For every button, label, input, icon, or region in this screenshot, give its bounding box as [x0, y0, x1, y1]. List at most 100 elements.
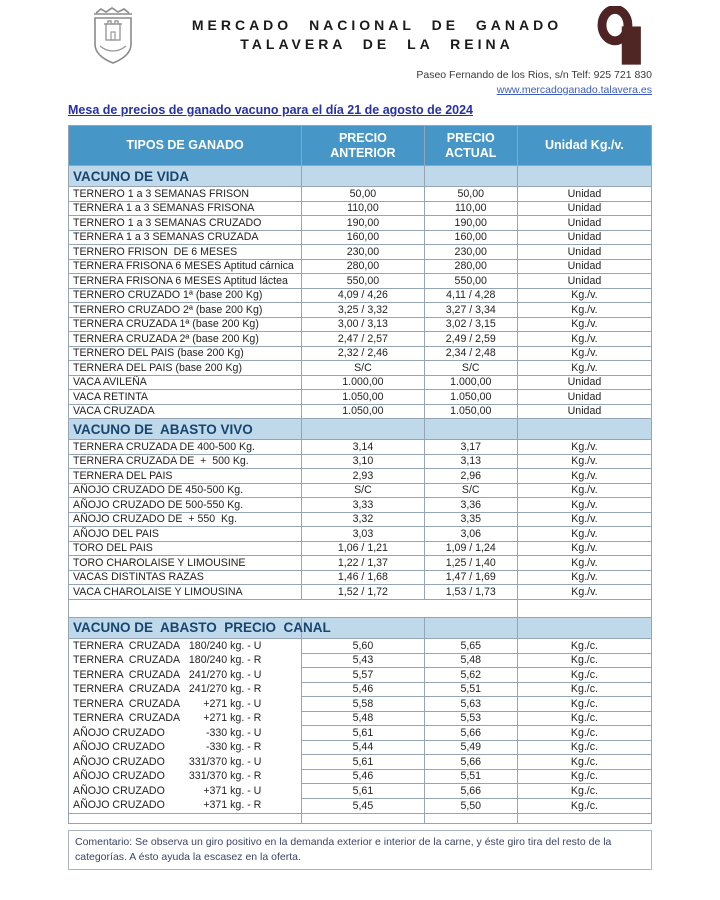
cell-unit: Kg./c.	[516, 637, 653, 654]
cell-curr-price: 1,09 / 1,24	[423, 540, 518, 556]
cell-unit: Unidad	[516, 186, 653, 202]
cell-unit: Kg./v.	[516, 345, 653, 361]
empty-cell	[301, 418, 425, 440]
table-row: VACA CRUZADA 1.050,00 1.050,00 Unidad	[67, 403, 653, 419]
cell-prev-price: 5,61	[301, 783, 425, 799]
cell-animal-type: TORO CHAROLAISE Y LIMOUSINE	[67, 555, 303, 571]
table-row: TERNERA CRUZADA +271 kg. - U 5,58 5,63 Kg…	[69, 696, 653, 712]
cell-prev-price: 1,52 / 1,72	[301, 584, 425, 600]
cell-prev-price: 5,48	[301, 710, 425, 726]
cell-prev-price: 3,03	[301, 526, 425, 542]
cell-curr-price: 5,49	[423, 739, 518, 755]
cell-unit: Kg./c.	[516, 667, 653, 683]
table-row: VACA RETINTA 1.050,00 1.050,00 Unidad	[67, 389, 653, 405]
cell-unit: Kg./v.	[516, 540, 653, 556]
cell-curr-price: 3,35	[423, 511, 518, 527]
empty-cell	[423, 616, 518, 639]
cell-prev-price: 1,06 / 1,21	[301, 540, 425, 556]
table-row: TERNERO 1 a 3 SEMANAS CRUZADO 190,00 190…	[67, 215, 653, 231]
cell-unit: Kg./c.	[516, 710, 653, 726]
cell-prev-price: 1.050,00	[301, 403, 425, 419]
cell-prev-price: 5,45	[301, 797, 425, 814]
cell-curr-price: 110,00	[423, 200, 518, 216]
cell-curr-price: S/C	[423, 360, 518, 376]
cell-curr-price: 2,49 / 2,59	[423, 331, 518, 347]
section-title: VACUNO DE VIDA	[67, 165, 303, 187]
section-header-row: VACUNO DE ABASTO PRECIO CANAL	[67, 616, 653, 639]
cell-curr-price: 160,00	[423, 229, 518, 245]
cell-curr-price: 280,00	[423, 258, 518, 274]
cell-prev-price: 5,46	[301, 768, 425, 784]
cell-prev-price: 1,22 / 1,37	[301, 555, 425, 571]
cell-prev-price: 5,61	[301, 754, 425, 770]
cell-curr-price: 5,66	[423, 725, 518, 741]
empty-cell	[516, 812, 653, 824]
column-header-row: TIPOS DE GANADO PRECIO ANTERIOR PRECIO ACTUA…	[67, 125, 653, 166]
website-line: www.mercadoganado.talavera.es	[68, 84, 652, 96]
table-row: TORO CHAROLAISE Y LIMOUSINE 1,22 / 1,37 …	[67, 555, 653, 571]
table-row: TERNERA FRISONA 6 MESES Aptitud cárnica …	[67, 258, 653, 274]
section-header-row: VACUNO DE ABASTO VIVO	[67, 418, 653, 440]
cell-animal-type: TERNERA FRISONA 6 MESES Aptitud láctea	[67, 273, 303, 289]
cell-curr-price: 1.050,00	[423, 389, 518, 405]
cell-prev-price: 5,46	[301, 681, 425, 697]
table-row: TERNERA CRUZADA DE 400-500 Kg. 3,14 3,17…	[67, 439, 653, 455]
cell-curr-price: 3,13	[423, 453, 518, 469]
cell-animal-type: TERNERA CRUZADA 241/270 kg. - U	[69, 667, 302, 682]
price-table: TIPOS DE GANADO PRECIO ANTERIOR PRECIO ACTUA…	[67, 125, 653, 824]
cell-curr-price: 5,51	[423, 681, 518, 697]
cell-animal-type: TERNERO 1 a 3 SEMANAS FRISON	[67, 186, 303, 202]
cell-unit: Kg./v.	[516, 360, 653, 376]
cell-curr-price: 3,06	[423, 526, 518, 542]
table-row: AÑOJO CRUZADO DE + 550 Kg. 3,32 3,35 Kg.…	[67, 511, 653, 527]
weight-grade: 241/270 kg. - R	[188, 683, 262, 696]
cell-animal-type: TERNERA CRUZADA DE + 500 Kg.	[67, 453, 303, 469]
animal-name: AÑOJO CRUZADO	[73, 741, 165, 754]
cell-animal-type: TERNERO CRUZADO 2ª (base 200 Kg)	[67, 302, 303, 318]
weight-grade: +371 kg. - U	[203, 784, 262, 797]
cell-animal-type: TERNERA DEL PAIS (base 200 Kg)	[67, 360, 303, 376]
cell-animal-type: VACA CHAROLAISE Y LIMOUSINA	[67, 584, 303, 600]
empty-cell	[516, 418, 653, 440]
cell-prev-price: 5,44	[301, 739, 425, 755]
cell-prev-price: 50,00	[301, 186, 425, 202]
cell-animal-type: TERNERA DEL PAIS	[67, 468, 303, 484]
unit-kgc-header: Unidad Kg./c.	[516, 598, 653, 618]
cell-unit: Unidad	[516, 244, 653, 260]
table-row: TERNERO CRUZADO 1ª (base 200 Kg) 4,09 / …	[67, 287, 653, 303]
cell-animal-type: TERNERO FRISON DE 6 MESES	[67, 244, 303, 260]
website-link[interactable]: www.mercadoganado.talavera.es	[496, 84, 652, 96]
cell-curr-price: 1.000,00	[423, 374, 518, 390]
empty-cell	[423, 165, 518, 187]
cell-animal-type: TERNERO CRUZADO 1ª (base 200 Kg)	[67, 287, 303, 303]
weight-grade: 331/370 kg. - U	[188, 755, 262, 768]
table-row: AÑOJO CRUZADO -330 kg. - U 5,61 5,66 Kg./…	[69, 725, 653, 741]
table-row: TORO DEL PAIS 1,06 / 1,21 1,09 / 1,24 Kg…	[67, 540, 653, 556]
empty-cell	[516, 616, 653, 639]
cell-curr-price: 5,63	[423, 696, 518, 712]
cell-prev-price: 5,43	[301, 652, 425, 668]
cell-curr-price: 5,62	[423, 667, 518, 683]
cell-unit: Kg./v.	[516, 302, 653, 318]
cell-unit: Unidad	[516, 389, 653, 405]
table-row: VACA AVILEÑA 1.000,00 1.000,00 Unidad	[67, 374, 653, 390]
cell-animal-type: TERNERO DEL PAIS (base 200 Kg)	[67, 345, 303, 361]
table-row: AÑOJO CRUZADO 331/370 kg. - U 5,61 5,66 K…	[69, 754, 653, 770]
animal-name: AÑOJO CRUZADO	[73, 726, 165, 739]
table-row: TERNERA CRUZADA DE + 500 Kg. 3,10 3,13 K…	[67, 453, 653, 469]
empty-cell	[67, 812, 303, 824]
table-row: VACAS DISTINTAS RAZAS 1,46 / 1,68 1,47 /…	[67, 569, 653, 585]
cell-animal-type: VACA CRUZADA	[67, 403, 303, 419]
cell-unit: Kg./v.	[516, 482, 653, 498]
table-row: TERNERA CRUZADA 180/240 kg. - U 5,60 5,65…	[69, 637, 653, 654]
column-header: TIPOS DE GANADO	[67, 125, 303, 166]
cell-unit: Kg./v.	[516, 526, 653, 542]
table-row: TERNERA CRUZADA 2ª (base 200 Kg) 2,47 / …	[67, 331, 653, 347]
mercado-brand-logo-icon	[594, 4, 652, 66]
table-row: AÑOJO CRUZADO -330 kg. - R 5,44 5,49 Kg./…	[69, 739, 653, 755]
cell-prev-price: S/C	[301, 360, 425, 376]
cell-prev-price: 3,10	[301, 453, 425, 469]
org-name-line1: MERCADO NACIONAL DE GANADO	[191, 17, 563, 33]
empty-cell	[301, 616, 425, 639]
cell-curr-price: 3,02 / 3,15	[423, 316, 518, 332]
